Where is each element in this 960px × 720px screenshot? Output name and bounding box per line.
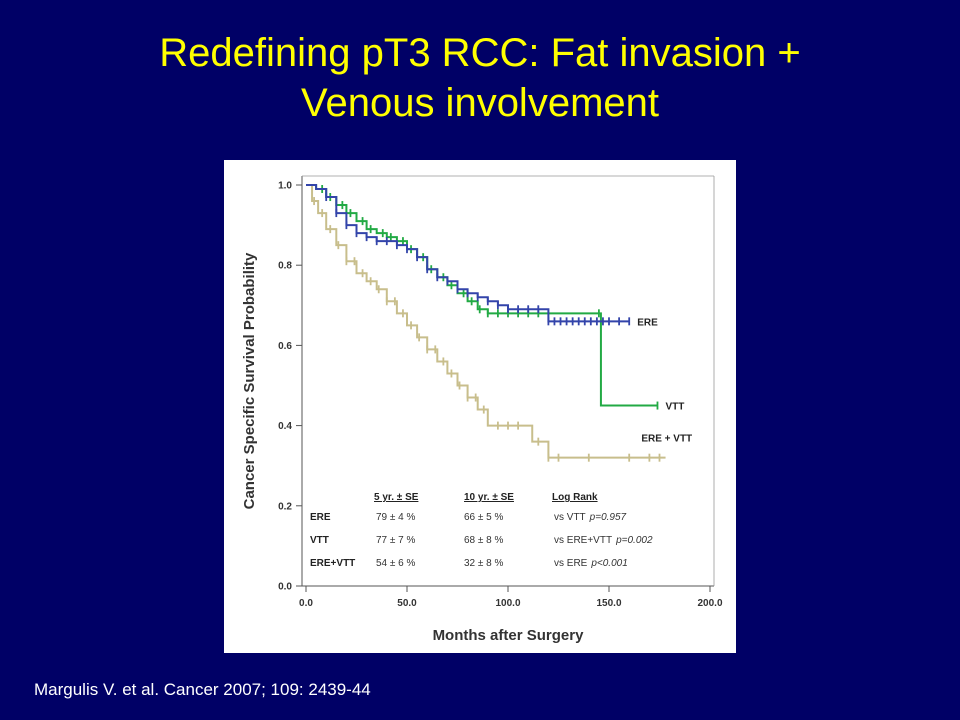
curve-ere-vtt: [306, 184, 666, 459]
km-figure-panel: 0.0 0.2 0.4 0.6 0.8 1.0 0.0 50.0 100.0 150.0 200.…: [224, 160, 736, 653]
table-cell-five-year: 54 ± 6 %: [376, 558, 416, 569]
km-survival-chart: 0.0 0.2 0.4 0.6 0.8 1.0 0.0 50.0 100.0 150.0 200.…: [241, 175, 723, 644]
slide-title: Redefining pT3 RCC: Fat invasion + Venou…: [40, 28, 920, 128]
curve-label-ere: ERE: [637, 317, 658, 328]
x-tick-label: 0.0: [299, 598, 313, 609]
table-cell-ten-year: 32 ± 8 %: [464, 558, 504, 569]
table-cell-log-rank-vs: vs VTT: [554, 512, 586, 523]
citation: Margulis V. et al. Cancer 2007; 109: 243…: [34, 680, 371, 699]
table-cell-log-rank-vs: vs ERE+VTT: [554, 535, 612, 546]
y-tick-label: 0.4: [278, 421, 292, 432]
y-ticks: 0.0 0.2 0.4 0.6 0.8 1.0: [278, 181, 302, 593]
y-tick-label: 0.2: [278, 501, 292, 512]
curve-label-ere-vtt: ERE + VTT: [641, 434, 692, 445]
table-cell-p-value: p=0.957: [589, 512, 627, 523]
y-tick-label: 1.0: [278, 181, 292, 192]
x-tick-label: 200.0: [697, 598, 722, 609]
y-tick-label: 0.0: [278, 582, 292, 593]
table-cell-group: VTT: [310, 535, 329, 546]
axes: [301, 175, 715, 587]
curve-labels: ERE VTT ERE + VTT: [637, 317, 692, 444]
table-header: 10 yr. ± SE: [464, 492, 514, 503]
y-tick-label: 0.6: [278, 341, 292, 352]
curve-label-vtt: VTT: [665, 402, 684, 413]
x-tick-label: 150.0: [596, 598, 621, 609]
x-ticks: 0.0 50.0 100.0 150.0 200.0: [299, 586, 723, 609]
survival-curves: [306, 184, 666, 462]
table-header: Log Rank: [552, 492, 598, 503]
table-cell-p-value: p=0.002: [615, 535, 653, 546]
title-line-2: Venous involvement: [300, 81, 659, 125]
table-cell-five-year: 77 ± 7 %: [376, 535, 416, 546]
table-cell-ten-year: 66 ± 5 %: [464, 512, 504, 523]
curve-ere: [306, 184, 630, 323]
survival-stats-table: 5 yr. ± SE 10 yr. ± SE Log Rank ERE 79 ± 4 %…: [310, 492, 653, 569]
x-tick-label: 100.0: [495, 598, 520, 609]
table-cell-group: ERE+VTT: [310, 558, 355, 569]
table-cell-log-rank-vs: vs ERE: [554, 558, 588, 569]
table-cell-p-value: p<0.001: [590, 558, 627, 569]
title-line-1: Redefining pT3 RCC: Fat invasion +: [159, 31, 801, 75]
table-cell-group: ERE: [310, 512, 331, 523]
x-tick-label: 50.0: [397, 598, 417, 609]
x-axis-label: Months after Surgery: [433, 627, 585, 644]
table-header: 5 yr. ± SE: [374, 492, 419, 503]
table-cell-five-year: 79 ± 4 %: [376, 512, 416, 523]
y-axis-label: Cancer Specific Survival Probability: [241, 252, 258, 509]
table-cell-ten-year: 68 ± 8 %: [464, 535, 504, 546]
curve-vtt: [306, 184, 658, 407]
y-tick-label: 0.8: [278, 261, 292, 272]
